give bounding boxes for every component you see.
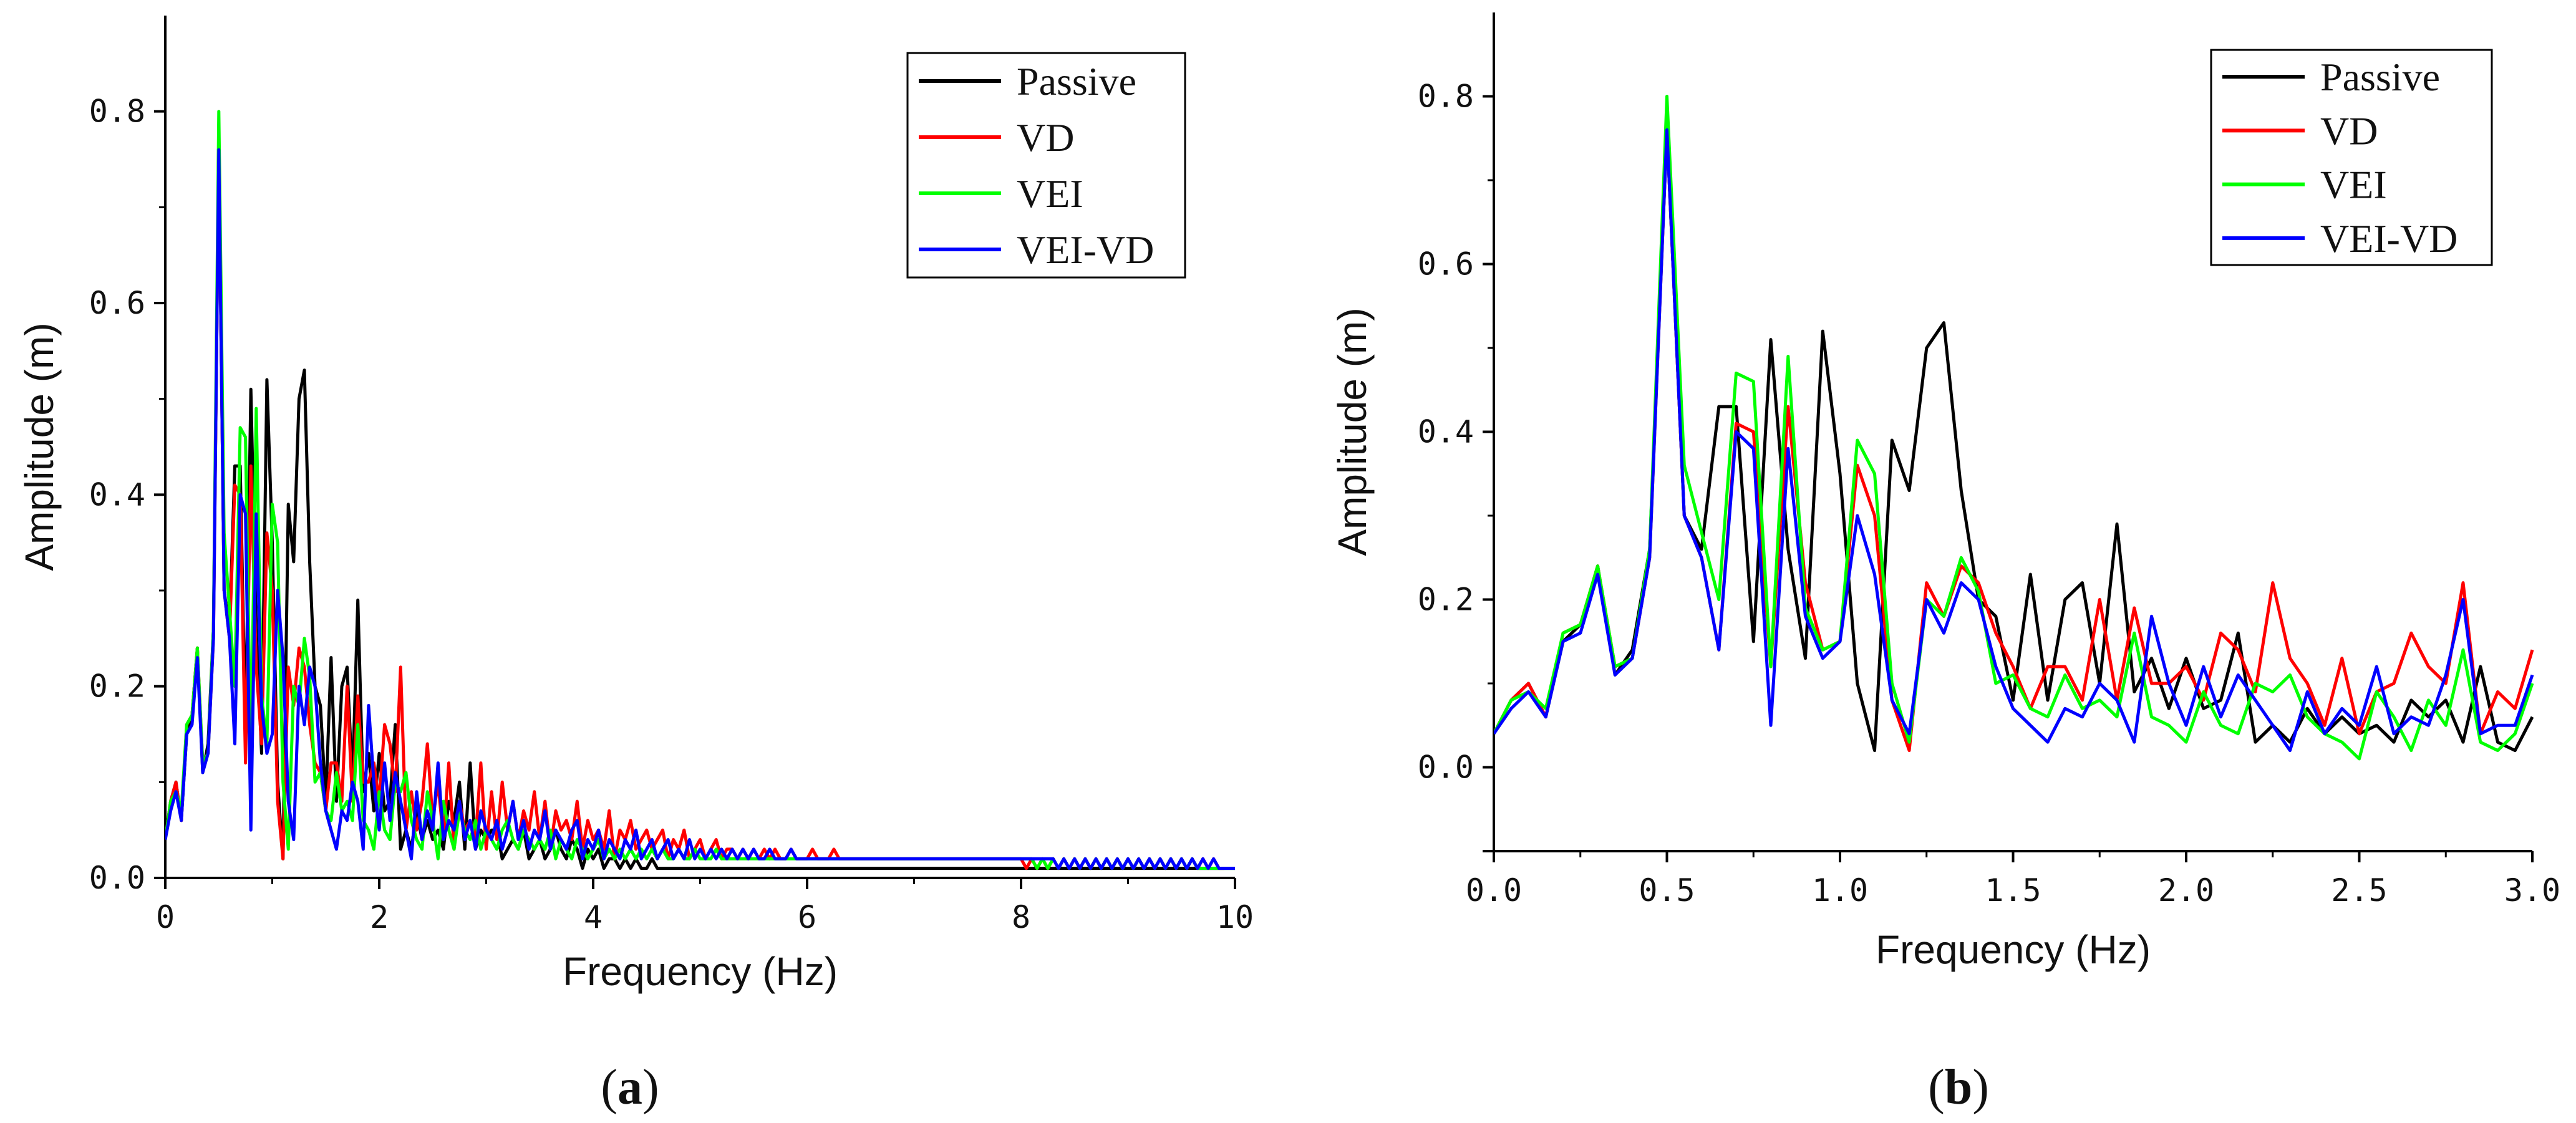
panel-b-y-tick-label: 0.2 (1418, 582, 1474, 618)
panel-a-x-tick-label: 10 (1216, 899, 1254, 935)
panel-a-x-tick-label: 8 (1012, 899, 1030, 935)
panel-a-y-tick-label: 0.2 (89, 668, 145, 705)
panel-a-series-vei-vd (165, 148, 1235, 870)
panel-b-y-tick-label: 0.6 (1418, 246, 1474, 282)
panel-a-x-tick-label: 4 (584, 899, 603, 935)
panel-a-y-tick-label: 0.4 (89, 476, 145, 513)
panel-a-legend-label: VEI-VD (1017, 228, 1154, 272)
panel-b-series-vei-vd (1494, 128, 2534, 753)
panel-a-x-tick-label: 6 (798, 899, 816, 935)
panel-b-legend-label: VD (2320, 108, 2378, 153)
panel-b-y-tick-label: 0.0 (1418, 749, 1474, 786)
panel-a-y-tick-label: 0.0 (89, 860, 145, 896)
panel-a-y-tick-label: 0.6 (89, 285, 145, 321)
panel-a-caption: (a) (601, 1060, 659, 1115)
panel-b: 0.0 0.5 1.0 1.5 2.0 2.5 3.0 0.0 0.2 0.4 0.6 0.8 Freq… (1330, 12, 2560, 1115)
panel-b-x-tick-label: 3.0 (2504, 872, 2560, 909)
panel-a-legend-label: VD (1017, 115, 1074, 160)
panel-b-x-tick-label: 2.5 (2331, 872, 2387, 909)
panel-b-x-tick-label: 2.0 (2158, 872, 2214, 909)
panel-b-x-axis-label: Frequency (Hz) (1876, 927, 2151, 972)
panel-b-y-tick-label: 0.8 (1418, 79, 1474, 115)
panel-a-series-passive (165, 148, 1219, 870)
panel-a-legend-box (906, 52, 1186, 279)
panel-a-y-axis-label: Amplitude (m) (17, 322, 62, 571)
panel-a-x-axis-label: Frequency (Hz) (563, 949, 838, 994)
panel-b-x-tick-label: 0.5 (1639, 872, 1695, 909)
panel-b-legend-label: VEI (2320, 163, 2387, 207)
panel-a-legend-label: VEI (1017, 171, 1083, 216)
panel-b-series-vei (1494, 95, 2534, 761)
panel-a-x-tick-label: 0 (156, 899, 175, 935)
panel-b-x-tick-label: 1.0 (1812, 872, 1868, 909)
panel-b-x-tick-label: 1.5 (1985, 872, 2041, 909)
panel-b-legend-label: Passive (2320, 55, 2440, 99)
panel-a-legend-label: Passive (1017, 59, 1136, 104)
panel-a-y-tick-label: 0.8 (89, 94, 145, 130)
panel-a-x-tick-label: 2 (370, 899, 389, 935)
panel-b-y-tick-label: 0.4 (1418, 414, 1474, 450)
panel-b-x-tick-label: 0.0 (1466, 872, 1522, 909)
panel-b-legend-box (2210, 49, 2493, 266)
panel-b-caption: (b) (1928, 1060, 1989, 1115)
panel-b-y-axis-label: Amplitude (m) (1330, 307, 1375, 556)
panel-a: 0 2 4 6 8 10 0.0 0.2 0.4 0.6 0.8 Frequency (Hz) Ampl… (17, 16, 1254, 1115)
panel-b-legend-label: VEI-VD (2320, 216, 2457, 261)
